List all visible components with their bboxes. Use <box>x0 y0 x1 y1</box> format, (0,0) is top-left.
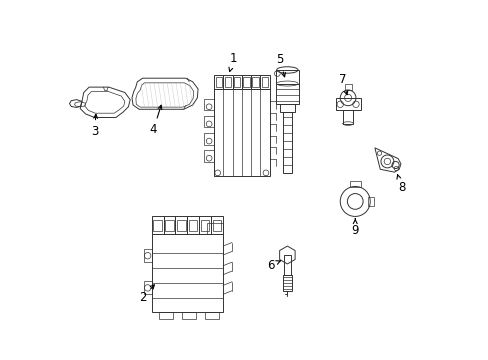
Bar <box>233 77 240 87</box>
Bar <box>159 312 173 319</box>
Bar <box>275 84 298 104</box>
Bar <box>261 77 267 87</box>
Bar <box>282 275 291 291</box>
Text: 5: 5 <box>276 54 285 77</box>
Text: 4: 4 <box>149 105 162 136</box>
Bar <box>335 98 360 111</box>
Bar <box>212 220 221 231</box>
Bar <box>203 99 214 111</box>
Bar <box>232 75 242 89</box>
Text: 2: 2 <box>139 285 154 305</box>
Text: 1: 1 <box>228 52 237 72</box>
Bar <box>342 111 353 123</box>
Bar <box>214 75 223 89</box>
Bar <box>367 197 373 206</box>
Bar <box>203 150 214 162</box>
Bar <box>243 77 249 87</box>
Bar <box>215 77 222 87</box>
Bar <box>151 234 223 312</box>
Bar <box>199 216 211 234</box>
Bar <box>187 216 199 234</box>
Bar <box>211 216 223 234</box>
Bar <box>143 249 151 262</box>
Bar <box>283 255 290 275</box>
Text: 8: 8 <box>396 175 405 194</box>
Bar <box>201 220 209 231</box>
Text: 7: 7 <box>338 73 347 95</box>
Bar <box>279 104 295 112</box>
Bar <box>165 220 173 231</box>
Bar <box>349 181 360 187</box>
Bar <box>344 84 351 90</box>
Bar <box>250 75 260 89</box>
Bar <box>177 220 185 231</box>
Bar <box>205 312 219 319</box>
Bar <box>206 223 223 234</box>
Bar <box>143 282 151 294</box>
Text: 9: 9 <box>351 219 358 237</box>
Bar <box>153 220 162 231</box>
Text: 3: 3 <box>91 114 98 138</box>
Bar <box>224 77 231 87</box>
Bar <box>203 133 214 145</box>
Bar <box>260 75 269 89</box>
Bar <box>242 75 250 89</box>
Bar <box>163 216 175 234</box>
Bar <box>223 75 232 89</box>
Bar <box>282 112 291 173</box>
Bar <box>151 216 163 234</box>
Bar <box>189 220 197 231</box>
Bar <box>203 116 214 127</box>
Bar <box>175 216 187 234</box>
Bar <box>275 70 298 84</box>
Text: 6: 6 <box>267 258 280 271</box>
Bar <box>252 77 258 87</box>
Bar <box>182 312 196 319</box>
Bar <box>214 89 269 176</box>
